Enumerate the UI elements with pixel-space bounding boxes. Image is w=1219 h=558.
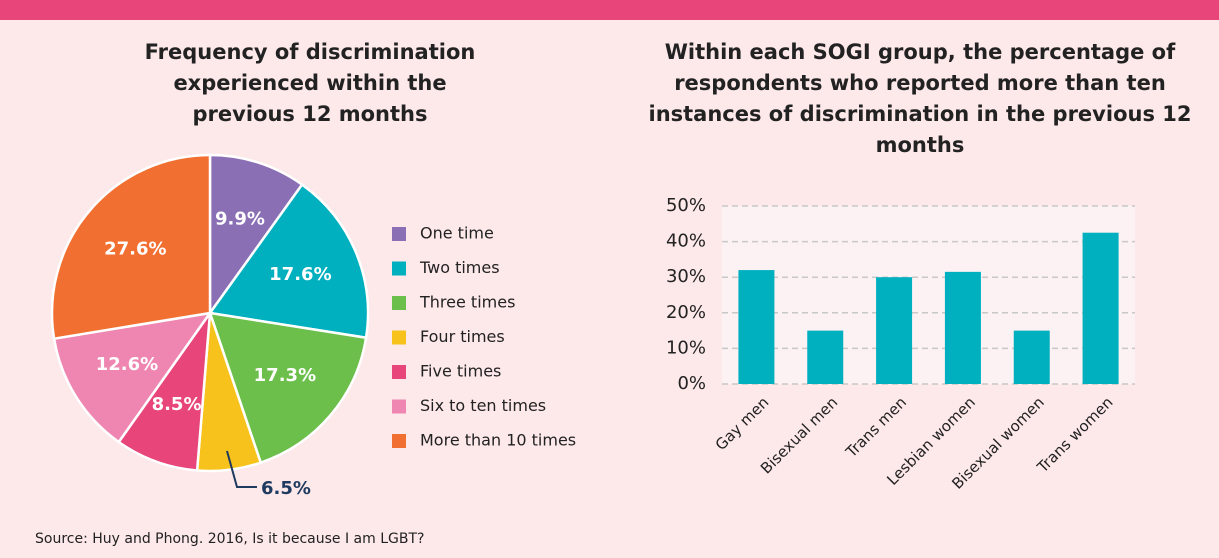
y-tick-label: 40%: [666, 231, 706, 252]
x-tick-label: Gay men: [712, 393, 773, 454]
bar: [738, 270, 775, 384]
bar-title: Within each SOGI group, the percentage o…: [648, 40, 1192, 157]
bar: [876, 277, 913, 384]
legend-swatch: [392, 434, 406, 448]
data-label: 8.5%: [152, 394, 202, 415]
data-label: 17.3%: [254, 365, 316, 386]
x-tick-label: Trans men: [842, 393, 910, 461]
source: Source: Huy and Phong. 2016, Is it becau…: [35, 531, 425, 547]
legend-label: One time: [420, 224, 494, 243]
bar: [807, 330, 844, 384]
header-band: [0, 0, 1219, 20]
plot-area: [722, 206, 1135, 384]
pie-slice: [52, 311, 213, 444]
legend-swatch: [392, 227, 406, 241]
legend-label: Two times: [419, 258, 500, 277]
pie-slice: [117, 308, 212, 472]
pie-slice: [207, 182, 370, 340]
legend-swatch: [392, 296, 406, 310]
pie-title: Frequency of discrimination experienced …: [144, 40, 476, 126]
legend-label: Four times: [420, 327, 505, 346]
data-label: 6.5%: [261, 478, 311, 499]
legend-swatch: [392, 261, 406, 276]
legend-swatch: [392, 399, 406, 414]
legend-swatch: [392, 365, 406, 379]
legend-swatch: [392, 330, 406, 345]
leader-line: [226, 450, 257, 488]
y-tick-label: 50%: [666, 195, 706, 216]
data-label: 9.9%: [215, 209, 265, 230]
data-label: 17.6%: [269, 264, 331, 285]
bar: [1013, 330, 1050, 384]
y-tick-label: 0%: [677, 373, 706, 394]
bar: [944, 271, 981, 384]
legend-label: Six to ten times: [420, 396, 546, 415]
data-label: 12.6%: [96, 354, 158, 375]
pie-slice: [50, 153, 212, 341]
bar: [1082, 232, 1119, 384]
y-tick-label: 20%: [666, 302, 706, 323]
pie-slice: [208, 153, 304, 317]
data-label: 27.6%: [104, 239, 166, 260]
legend-label: Five times: [420, 362, 501, 381]
y-tick-label: 30%: [666, 266, 706, 287]
legend-label: More than 10 times: [420, 431, 576, 450]
legend-label: Three times: [419, 293, 515, 312]
y-tick-label: 10%: [666, 337, 706, 358]
